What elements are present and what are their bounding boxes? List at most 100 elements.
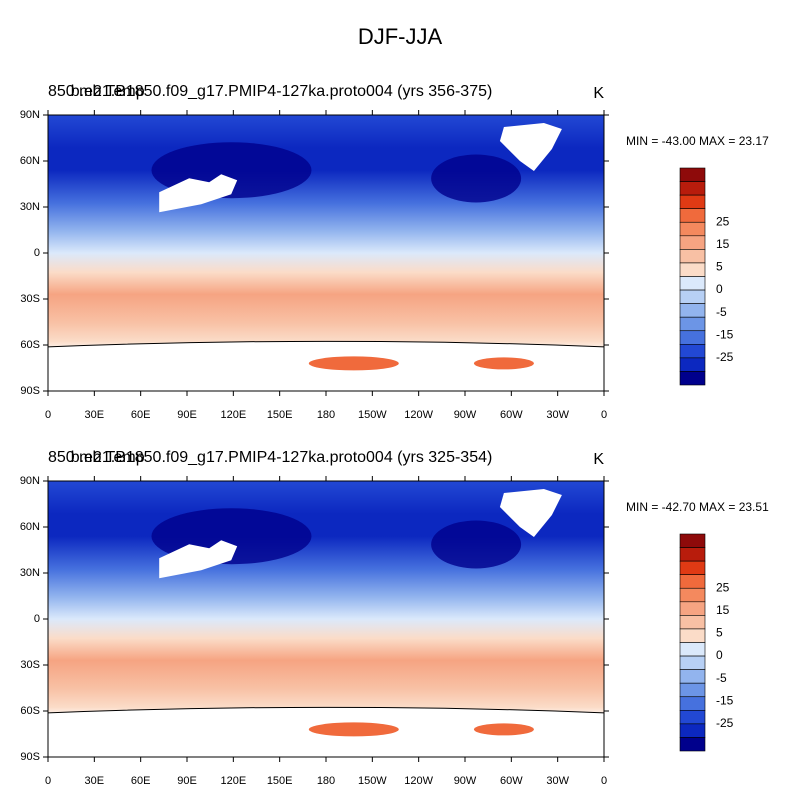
lon-label: 0	[45, 409, 51, 421]
colorbar-box	[679, 194, 706, 209]
colorbar-label: -25	[716, 350, 734, 364]
lon-label: 180	[317, 409, 335, 421]
cold-core	[431, 520, 522, 569]
lon-label: 0	[45, 775, 51, 787]
colorbar-box	[679, 208, 706, 223]
colorbar-box	[679, 330, 706, 345]
greenland-mask	[499, 489, 562, 537]
colorbar-label: 0	[716, 648, 723, 662]
lat-label: 90S	[20, 385, 40, 397]
colorbar-box	[679, 574, 706, 589]
colorbar-box	[679, 181, 706, 196]
lat-label: 60S	[20, 339, 40, 351]
lat-label: 30S	[20, 293, 40, 305]
colorbar-box	[679, 642, 706, 657]
lat-label: 30N	[20, 567, 40, 579]
lon-label: 30W	[546, 775, 569, 787]
lat-label: 60N	[20, 521, 40, 533]
colorbar-box	[679, 547, 706, 562]
antarctic-warm	[308, 356, 399, 371]
lon-label: 60W	[500, 409, 523, 421]
colorbar-box	[679, 167, 706, 182]
colorbar-box	[679, 669, 706, 684]
colorbar-label: 15	[716, 603, 730, 617]
colorbar-box	[679, 682, 706, 698]
colorbar-box	[679, 262, 706, 277]
lon-label: 30E	[85, 775, 105, 787]
colorbar-box	[679, 371, 706, 386]
lon-label: 0	[601, 775, 607, 787]
colorbar-label: 25	[716, 214, 730, 228]
colorbar-box	[679, 344, 706, 359]
colorbar-label: -25	[716, 716, 734, 730]
min-max: MIN = -42.70 MAX = 23.51	[626, 500, 769, 514]
greenland-mask	[499, 123, 562, 171]
lon-label: 90E	[177, 409, 197, 421]
colorbar-box	[679, 587, 706, 603]
lon-label: 120W	[404, 409, 433, 421]
lat-label: 60N	[20, 155, 40, 167]
figure-title: DJF-JJA	[358, 24, 443, 49]
colorbar-box	[679, 710, 706, 725]
colorbar-label: -5	[716, 671, 727, 685]
colorbar-label: -15	[716, 693, 734, 707]
lon-label: 90E	[177, 775, 197, 787]
colorbar-box	[679, 289, 706, 304]
lon-label: 90W	[454, 775, 477, 787]
colorbar-box	[679, 560, 706, 575]
colorbar-label: 5	[716, 260, 723, 274]
lon-label: 30W	[546, 409, 569, 421]
colorbar-box	[679, 601, 706, 616]
lon-label: 150W	[358, 409, 387, 421]
colorbar-box	[679, 628, 706, 643]
colorbar-label: 15	[716, 237, 730, 251]
center-title: b.e21.B1850.f09_g17.PMIP4-127ka.proto004…	[71, 83, 493, 100]
lat-label: 90N	[20, 109, 40, 121]
lon-label: 120W	[404, 775, 433, 787]
colorbar-box	[679, 533, 706, 548]
lat-label: 0	[34, 247, 40, 259]
colorbar-box	[679, 723, 706, 738]
lon-label: 150E	[267, 775, 293, 787]
lon-label: 60E	[131, 775, 151, 787]
colorbar-label: 25	[716, 580, 730, 594]
lon-label: 60E	[131, 409, 151, 421]
colorbar-box	[679, 655, 706, 670]
lon-label: 120E	[220, 409, 246, 421]
units: K	[593, 85, 604, 102]
lon-label: 180	[317, 775, 335, 787]
colorbar-box	[679, 235, 706, 250]
colorbar-box	[679, 615, 706, 630]
left-title: 850 mb Temp	[48, 83, 145, 100]
lon-label: 60W	[500, 775, 523, 787]
lon-label: 30E	[85, 409, 105, 421]
lon-label: 120E	[220, 775, 246, 787]
lat-label: 90S	[20, 751, 40, 763]
colorbar-label: 5	[716, 626, 723, 640]
colorbar-label: -5	[716, 305, 727, 319]
lon-label: 150E	[267, 409, 293, 421]
lat-label: 0	[34, 613, 40, 625]
lon-label: 150W	[358, 775, 387, 787]
center-title: b.e21.B1850.f09_g17.PMIP4-127ka.proto004…	[71, 449, 493, 466]
colorbar-box	[679, 276, 706, 291]
antarctic-warm	[473, 357, 534, 370]
colorbar-box	[679, 357, 706, 372]
lon-label: 0	[601, 409, 607, 421]
min-max: MIN = -43.00 MAX = 23.17	[626, 134, 769, 148]
colorbar-label: 0	[716, 282, 723, 296]
tibet-mask	[159, 540, 238, 579]
colorbar-box	[679, 249, 706, 264]
colorbar-label: -15	[716, 327, 734, 341]
colorbar-box	[679, 737, 706, 752]
lat-label: 90N	[20, 475, 40, 487]
colorbar-box	[679, 696, 706, 711]
lat-label: 30N	[20, 201, 40, 213]
cold-core	[431, 154, 522, 203]
left-title: 850 mb Temp	[48, 449, 145, 466]
lon-label: 90W	[454, 409, 477, 421]
lat-label: 30S	[20, 659, 40, 671]
colorbar-box	[679, 221, 706, 237]
antarctic-warm	[308, 722, 399, 737]
